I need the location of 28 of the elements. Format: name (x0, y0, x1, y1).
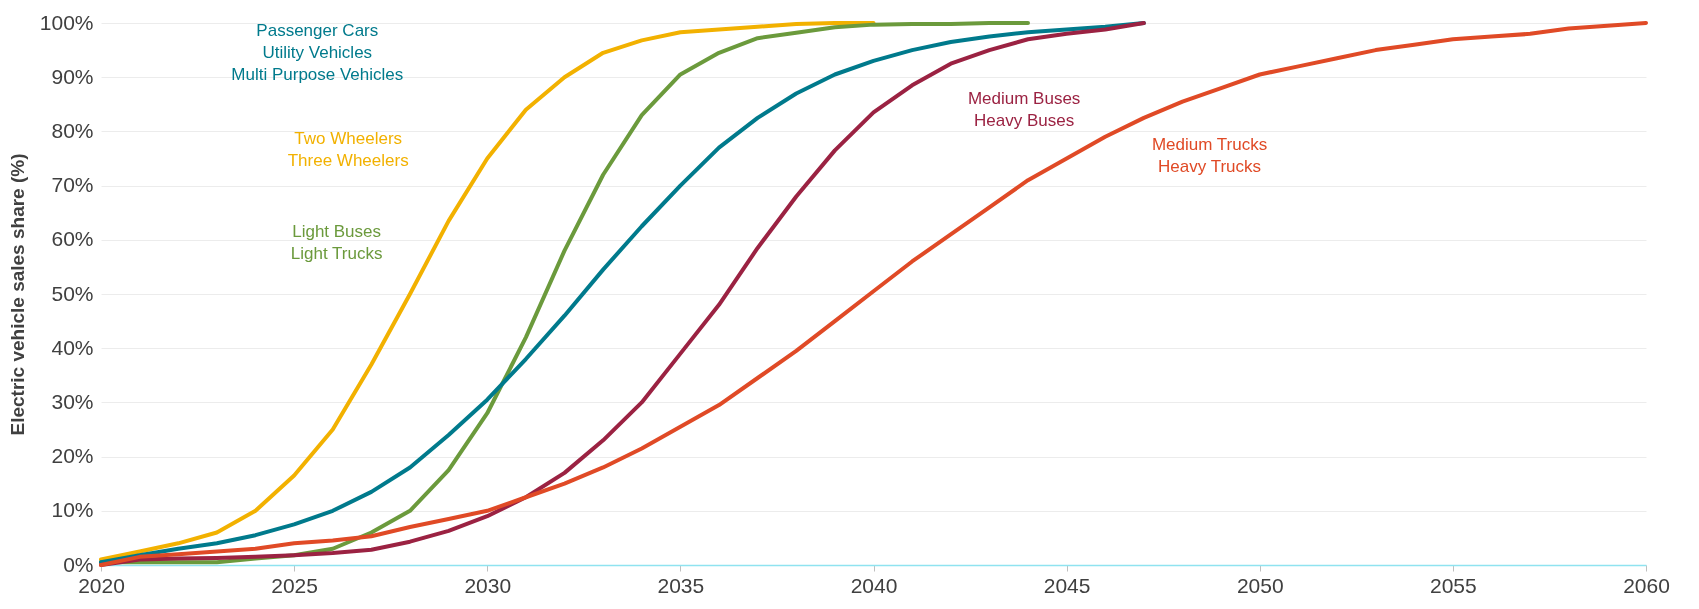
y-tick-label: 70% (51, 173, 94, 197)
y-tick-label: 90% (51, 64, 94, 88)
text: Passenger Cars Utility Vehicles Multi Purpose Vehicles (231, 21, 404, 84)
y-tick-label: 30% (51, 389, 94, 413)
line-series (99, 21, 876, 562)
y-tick-label: 20% (51, 444, 94, 468)
x-tick-label: 2025 (271, 573, 318, 597)
y-axis-title: Electric vehicle sales share (%) (6, 153, 28, 436)
line-series (99, 21, 1648, 567)
x-tick-label: 2060 (1623, 573, 1670, 597)
y-tick-label: 80% (51, 118, 94, 142)
text: Two Wheelers Three Wheelers (287, 129, 409, 171)
text: Light Buses Light Trucks (290, 221, 383, 263)
y-tick-label: 50% (51, 281, 94, 305)
x-tick-label: 2020 (78, 573, 125, 597)
y-tick-label: 60% (51, 227, 94, 251)
y-tick-label: 40% (51, 335, 94, 359)
y-tick-label: 10% (51, 498, 94, 522)
y-tick-label: 0% (63, 552, 94, 576)
y-tick-label: 100% (39, 10, 94, 34)
x-tick-label: 2030 (464, 573, 512, 597)
series-label: Medium Buses Heavy Buses (967, 88, 1081, 130)
x-tick-label: 2050 (1236, 573, 1284, 597)
x-tick-label: 2035 (657, 573, 705, 597)
series-label: Medium Trucks Heavy Trucks (1151, 134, 1268, 176)
x-tick-label: 2055 (1430, 573, 1477, 597)
x-tick-label: 2045 (1043, 573, 1091, 597)
x-tick-label: 2040 (850, 573, 898, 597)
